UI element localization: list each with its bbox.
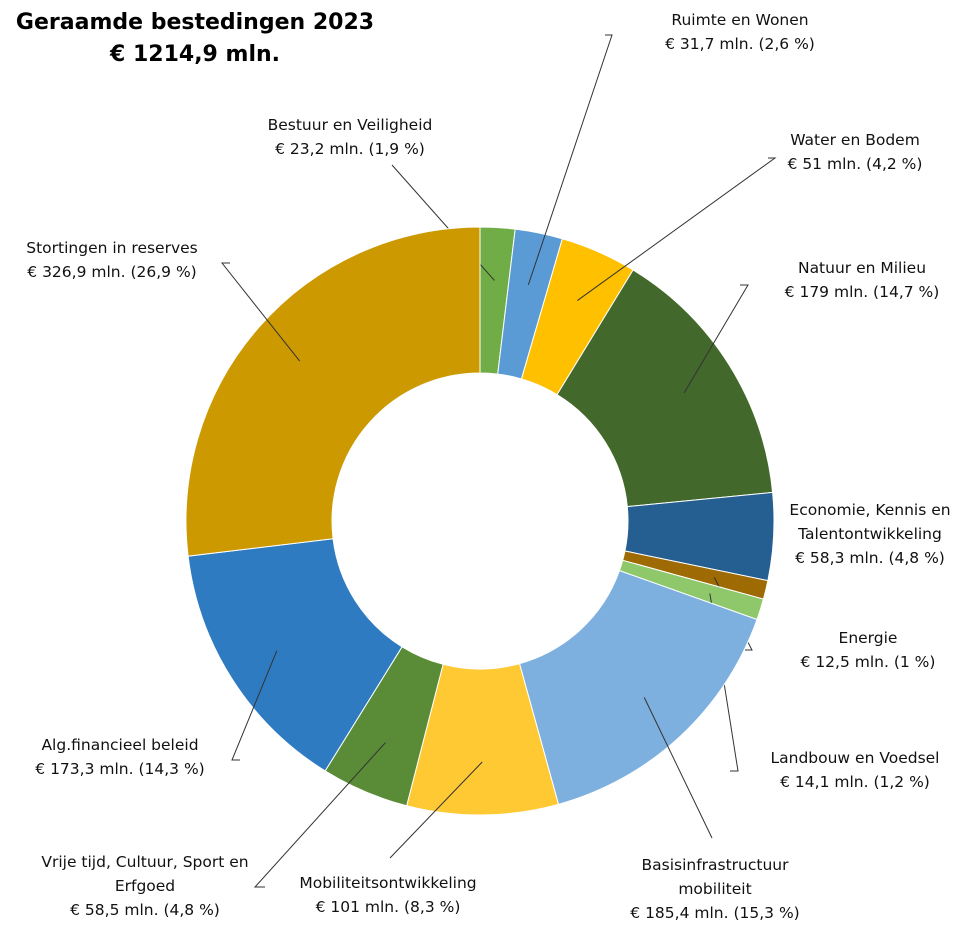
donut-segment bbox=[556, 269, 774, 508]
data-label: Vrije tijd, Cultuur, Sport en Erfgoed € 5… bbox=[40, 850, 250, 922]
category-label: Natuur en Milieu bbox=[797, 259, 927, 277]
category-label: Energie bbox=[838, 629, 898, 647]
data-label: Alg.financieel beleid € 173,3 mln. (14,3 … bbox=[10, 733, 230, 781]
leader-line bbox=[643, 697, 713, 839]
leader-line bbox=[253, 742, 386, 888]
data-label: Natuur en Milieu € 179 mln. (14,7 %) bbox=[757, 256, 966, 304]
value-label: € 23,2 mln. (1,9 %) bbox=[275, 140, 425, 158]
category-label: Water en Bodem bbox=[790, 131, 920, 149]
value-label: € 326,9 mln. (26,9 %) bbox=[27, 263, 197, 281]
category-label: Alg.financieel beleid bbox=[41, 736, 199, 754]
value-label: € 14,1 mln. (1,2 %) bbox=[780, 773, 930, 791]
category-label: Bestuur en Veiligheid bbox=[267, 116, 433, 134]
leader-line bbox=[389, 761, 483, 859]
data-label: Ruimte en Wonen € 31,7 mln. (2,6 %) bbox=[630, 8, 850, 56]
data-label: Water en Bodem € 51 mln. (4,2 %) bbox=[755, 128, 955, 176]
category-label: Ruimte en Wonen bbox=[671, 11, 809, 29]
donut-segment bbox=[187, 538, 403, 772]
leader-line bbox=[577, 157, 777, 301]
value-label: € 58,5 mln. (4,8 %) bbox=[70, 901, 220, 919]
data-label: Basisinfrastructuur mobiliteit € 185,4 ml… bbox=[610, 853, 820, 925]
category-label: Economie, Kennis en Talentontwikkeling bbox=[789, 501, 951, 543]
value-label: € 179 mln. (14,7 %) bbox=[784, 283, 940, 301]
leader-line bbox=[220, 262, 301, 362]
chart-title: Geraamde bestedingen 2023 bbox=[15, 10, 375, 35]
leader-line bbox=[683, 284, 749, 394]
value-label: € 58,3 mln. (4,8 %) bbox=[795, 549, 945, 567]
value-label: € 185,4 mln. (15,3 %) bbox=[630, 904, 800, 922]
leader-line bbox=[231, 650, 278, 761]
data-label: Bestuur en Veiligheid € 23,2 mln. (1,9 %) bbox=[235, 113, 465, 161]
category-label: Mobiliteitsontwikkeling bbox=[299, 874, 477, 892]
data-label: Economie, Kennis en Talentontwikkeling € … bbox=[770, 498, 966, 570]
category-label: Basisinfrastructuur mobiliteit bbox=[641, 856, 789, 898]
data-label: Mobiliteitsontwikkeling € 101 mln. (8,3 %… bbox=[288, 871, 488, 919]
category-label: Landbouw en Voedsel bbox=[770, 749, 940, 767]
value-label: € 12,5 mln. (1 %) bbox=[800, 653, 936, 671]
chart-subtitle: € 1214,9 mln. bbox=[109, 42, 281, 67]
data-label: Landbouw en Voedsel € 14,1 mln. (1,2 %) bbox=[750, 746, 960, 794]
data-label: Energie € 12,5 mln. (1 %) bbox=[773, 626, 963, 674]
value-label: € 101 mln. (8,3 %) bbox=[315, 898, 461, 916]
donut-segment bbox=[518, 569, 758, 805]
category-label: Vrije tijd, Cultuur, Sport en Erfgoed bbox=[41, 853, 249, 895]
value-label: € 31,7 mln. (2,6 %) bbox=[665, 35, 815, 53]
value-label: € 51 mln. (4,2 %) bbox=[787, 155, 923, 173]
category-label: Stortingen in reserves bbox=[26, 239, 198, 257]
leader-line bbox=[527, 34, 613, 286]
value-label: € 173,3 mln. (14,3 %) bbox=[35, 760, 205, 778]
data-label: Stortingen in reserves € 326,9 mln. (26,9… bbox=[0, 236, 227, 284]
donut-segment bbox=[185, 226, 481, 557]
